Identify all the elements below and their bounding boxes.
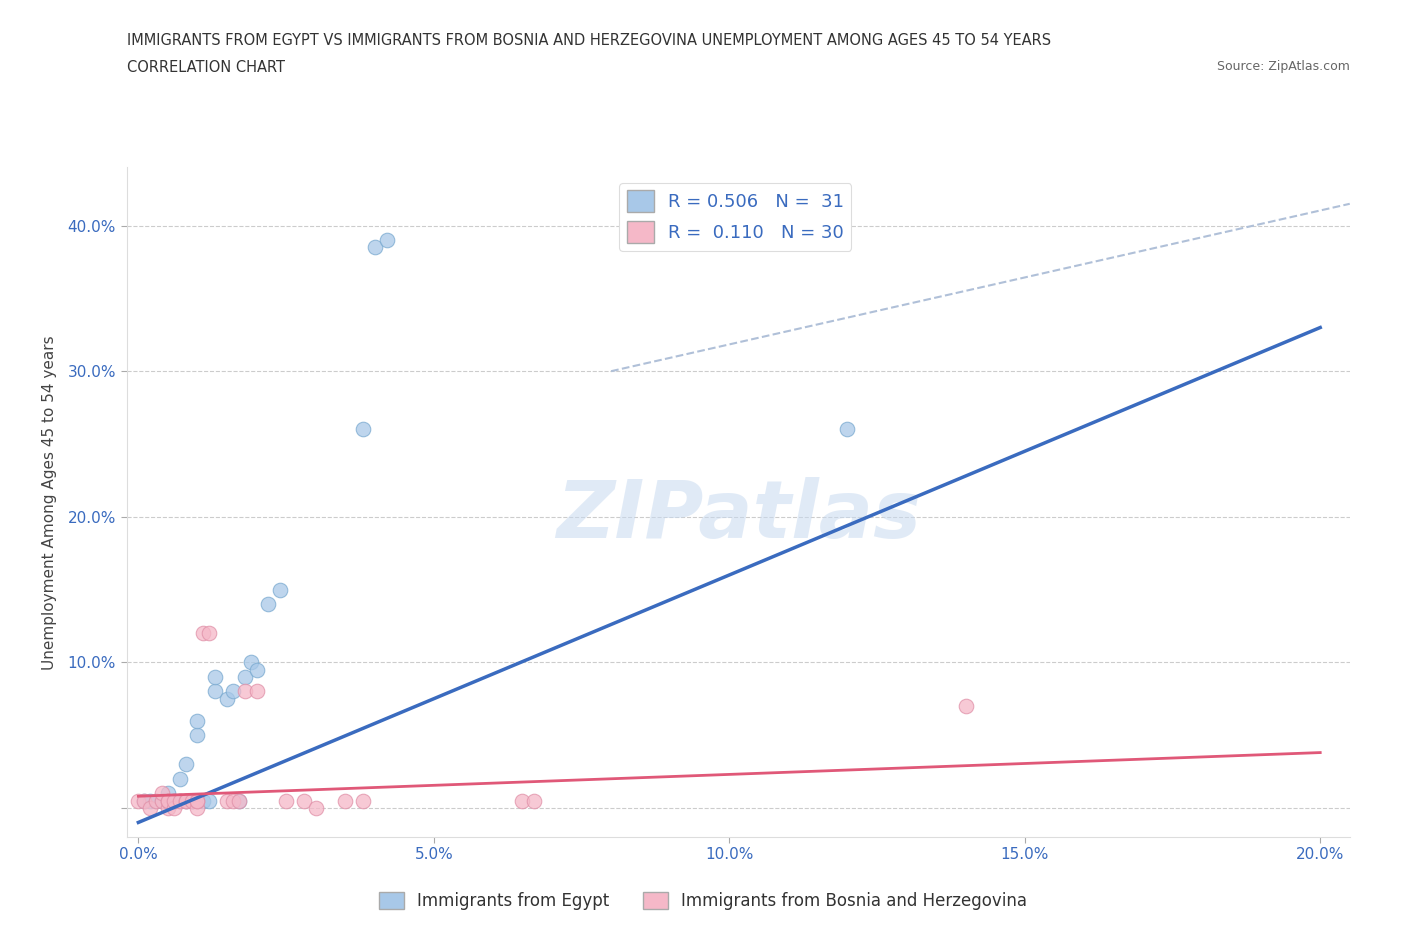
Point bbox=[145, 793, 167, 808]
Point bbox=[215, 793, 238, 808]
Point bbox=[193, 793, 215, 808]
Point bbox=[257, 597, 280, 612]
Point bbox=[204, 684, 226, 698]
Point bbox=[150, 793, 173, 808]
Point bbox=[955, 698, 977, 713]
Point bbox=[180, 793, 202, 808]
Point bbox=[174, 793, 197, 808]
Point bbox=[274, 793, 297, 808]
Legend: Immigrants from Egypt, Immigrants from Bosnia and Herzegovina: Immigrants from Egypt, Immigrants from B… bbox=[373, 885, 1033, 917]
Point bbox=[245, 662, 267, 677]
Point bbox=[180, 793, 202, 808]
Point bbox=[156, 793, 179, 808]
Text: CORRELATION CHART: CORRELATION CHART bbox=[127, 60, 284, 75]
Point bbox=[245, 684, 267, 698]
Point bbox=[228, 793, 250, 808]
Point bbox=[335, 793, 357, 808]
Point bbox=[193, 626, 215, 641]
Point bbox=[304, 801, 326, 816]
Text: ZIPatlas: ZIPatlas bbox=[555, 476, 921, 554]
Point bbox=[375, 232, 398, 247]
Point bbox=[174, 757, 197, 772]
Point bbox=[292, 793, 315, 808]
Point bbox=[233, 670, 256, 684]
Point bbox=[222, 793, 245, 808]
Point bbox=[127, 793, 149, 808]
Point bbox=[222, 684, 245, 698]
Point bbox=[228, 793, 250, 808]
Point bbox=[156, 786, 179, 801]
Point bbox=[186, 793, 208, 808]
Point bbox=[156, 801, 179, 816]
Point bbox=[269, 582, 291, 597]
Legend: R = 0.506   N =  31, R =  0.110   N = 30: R = 0.506 N = 31, R = 0.110 N = 30 bbox=[620, 183, 852, 251]
Y-axis label: Unemployment Among Ages 45 to 54 years: Unemployment Among Ages 45 to 54 years bbox=[42, 335, 56, 670]
Point bbox=[523, 793, 546, 808]
Point bbox=[139, 793, 162, 808]
Point bbox=[156, 793, 179, 808]
Point bbox=[233, 684, 256, 698]
Point bbox=[512, 793, 534, 808]
Point bbox=[186, 727, 208, 742]
Text: Source: ZipAtlas.com: Source: ZipAtlas.com bbox=[1216, 60, 1350, 73]
Point bbox=[163, 793, 186, 808]
Point bbox=[174, 793, 197, 808]
Point bbox=[352, 793, 374, 808]
Point bbox=[198, 626, 221, 641]
Point bbox=[239, 655, 262, 670]
Point bbox=[352, 422, 374, 437]
Point bbox=[215, 691, 238, 706]
Point bbox=[150, 786, 173, 801]
Point bbox=[150, 793, 173, 808]
Point bbox=[145, 793, 167, 808]
Point bbox=[134, 793, 156, 808]
Point bbox=[186, 801, 208, 816]
Point bbox=[180, 793, 202, 808]
Text: IMMIGRANTS FROM EGYPT VS IMMIGRANTS FROM BOSNIA AND HERZEGOVINA UNEMPLOYMENT AMO: IMMIGRANTS FROM EGYPT VS IMMIGRANTS FROM… bbox=[127, 33, 1050, 47]
Point bbox=[169, 771, 191, 786]
Point bbox=[156, 793, 179, 808]
Point bbox=[174, 793, 197, 808]
Point bbox=[837, 422, 859, 437]
Point bbox=[163, 801, 186, 816]
Point bbox=[186, 713, 208, 728]
Point bbox=[134, 793, 156, 808]
Point bbox=[364, 240, 387, 255]
Point bbox=[139, 801, 162, 816]
Point bbox=[198, 793, 221, 808]
Point bbox=[169, 793, 191, 808]
Point bbox=[163, 793, 186, 808]
Point bbox=[169, 793, 191, 808]
Point bbox=[204, 670, 226, 684]
Point bbox=[186, 793, 208, 808]
